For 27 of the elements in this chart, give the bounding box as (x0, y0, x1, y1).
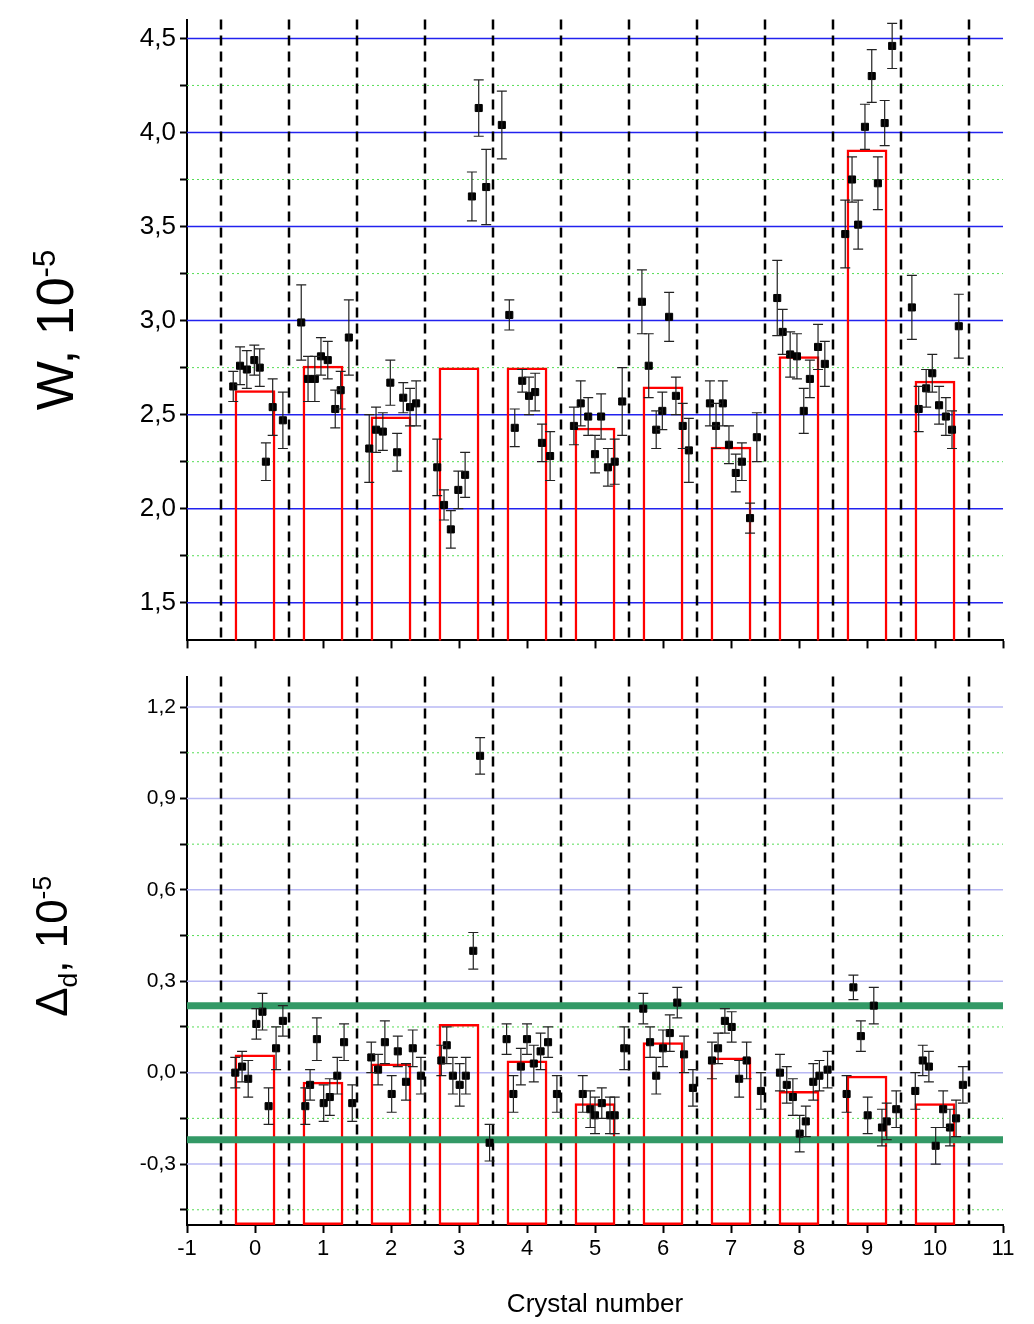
y-tick-label: 0,9 (146, 785, 176, 809)
y-tick-label: 3,5 (139, 209, 176, 240)
x-tick-label: 8 (792, 1235, 806, 1261)
x-tick-label: -1 (177, 1235, 197, 1261)
x-tick-label: 9 (860, 1235, 874, 1261)
y-tick-label: 0,3 (146, 968, 176, 992)
y-tick-label: 1,5 (139, 585, 176, 616)
x-tick-label: 5 (588, 1235, 602, 1261)
x-tick-label: 7 (724, 1235, 738, 1261)
x-tick-label: 10 (922, 1235, 948, 1261)
x-axis-title: Crystal number (506, 1287, 684, 1318)
y-tick-label: 0,0 (146, 1059, 176, 1083)
x-tick-label: 0 (248, 1235, 262, 1261)
y-tick-label: 4,0 (139, 115, 176, 146)
y-tick-label: 2,5 (139, 397, 176, 428)
x-tick-label: 4 (520, 1235, 534, 1261)
x-tick-label: 2 (384, 1235, 398, 1261)
x-tick-label: 11 (991, 1235, 1015, 1261)
y-tick-label: 3,0 (139, 303, 176, 334)
y-tick-label: 1,2 (146, 693, 176, 717)
y-tick-label: -0,3 (139, 1150, 176, 1174)
y-tick-label: 2,0 (139, 491, 176, 522)
y-tick-label: 4,5 (139, 21, 176, 52)
x-tick-label: 3 (452, 1235, 466, 1261)
y-tick-label: 0,6 (146, 876, 176, 900)
x-tick-label: 1 (316, 1235, 330, 1261)
x-tick-label: 6 (656, 1235, 670, 1261)
